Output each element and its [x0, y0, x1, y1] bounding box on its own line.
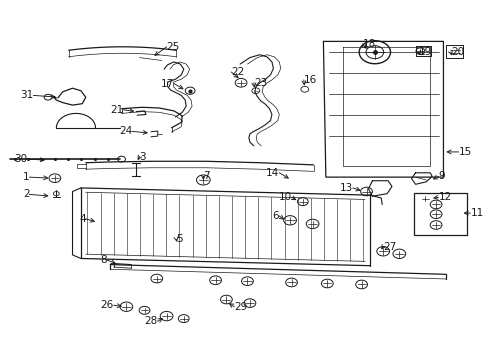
- Text: 15: 15: [459, 147, 472, 157]
- Text: 13: 13: [340, 183, 353, 193]
- Text: 11: 11: [470, 208, 484, 218]
- Text: 12: 12: [439, 192, 452, 202]
- Text: 24: 24: [119, 126, 132, 136]
- Text: 5: 5: [176, 234, 183, 244]
- Text: 9: 9: [439, 171, 445, 181]
- Text: 10: 10: [278, 192, 292, 202]
- Text: 16: 16: [304, 75, 317, 85]
- Text: 31: 31: [20, 90, 33, 100]
- Text: 7: 7: [203, 171, 210, 181]
- Text: 25: 25: [167, 42, 180, 52]
- Text: 6: 6: [272, 211, 279, 221]
- Text: 30: 30: [14, 154, 27, 164]
- Text: 28: 28: [145, 316, 158, 326]
- Text: 21: 21: [110, 105, 123, 115]
- Text: 18: 18: [363, 39, 376, 49]
- Text: 19: 19: [419, 47, 432, 57]
- Text: 20: 20: [451, 47, 464, 57]
- Text: 26: 26: [100, 300, 114, 310]
- Text: 29: 29: [234, 302, 247, 312]
- Text: 23: 23: [254, 78, 267, 88]
- Text: 4: 4: [79, 214, 86, 224]
- Text: 14: 14: [266, 168, 279, 178]
- Text: 8: 8: [100, 255, 107, 265]
- Text: 17: 17: [161, 78, 174, 89]
- Text: 3: 3: [140, 152, 147, 162]
- Bar: [414, 193, 467, 235]
- Text: 27: 27: [383, 242, 396, 252]
- Text: 22: 22: [231, 67, 245, 77]
- Text: 2: 2: [23, 189, 29, 199]
- Text: 1: 1: [23, 172, 29, 182]
